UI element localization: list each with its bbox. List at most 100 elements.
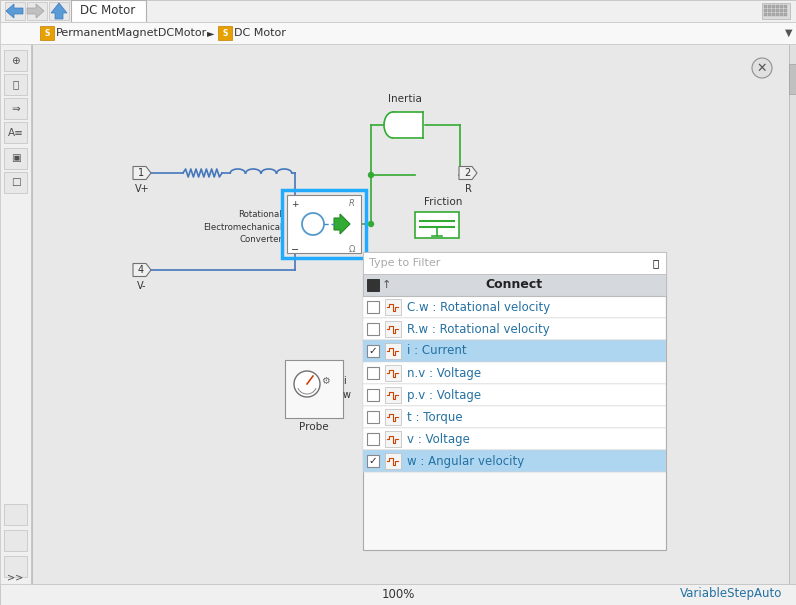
- Bar: [367, 411, 379, 423]
- Bar: [40, 26, 54, 40]
- Text: C.w : Rotational velocity: C.w : Rotational velocity: [407, 301, 550, 313]
- Text: 2: 2: [464, 168, 470, 178]
- Bar: [789, 64, 796, 94]
- Circle shape: [294, 371, 320, 397]
- Bar: [5, 2, 25, 20]
- Bar: [0, 44, 32, 605]
- Text: R: R: [349, 199, 355, 208]
- Bar: [772, 9, 775, 12]
- Text: R.w : Rotational velocity: R.w : Rotational velocity: [407, 322, 550, 336]
- Bar: [4, 122, 27, 143]
- Text: Connect: Connect: [486, 278, 543, 292]
- Bar: [393, 112, 423, 138]
- Bar: [71, 0, 146, 22]
- Bar: [367, 367, 379, 379]
- Text: t : Torque: t : Torque: [407, 411, 462, 423]
- Bar: [367, 389, 379, 401]
- Bar: [762, 3, 790, 19]
- Bar: [363, 274, 666, 296]
- Text: >>: >>: [7, 573, 24, 583]
- Text: 4: 4: [138, 265, 144, 275]
- Bar: [385, 321, 401, 337]
- Text: n.v : Voltage: n.v : Voltage: [407, 367, 481, 379]
- Ellipse shape: [384, 112, 402, 138]
- Bar: [385, 365, 401, 381]
- Bar: [4, 172, 27, 193]
- Circle shape: [752, 58, 772, 78]
- Bar: [0, 22, 796, 44]
- Bar: [218, 26, 232, 40]
- Bar: [367, 433, 379, 445]
- Text: w: w: [343, 390, 351, 400]
- Bar: [764, 13, 767, 16]
- Bar: [385, 299, 401, 315]
- Polygon shape: [133, 264, 151, 276]
- Text: Probe: Probe: [299, 422, 329, 432]
- Circle shape: [369, 172, 373, 177]
- Text: +: +: [291, 200, 298, 209]
- Text: ✕: ✕: [757, 62, 767, 74]
- Text: ⊕: ⊕: [11, 56, 20, 65]
- Bar: [0, 0, 796, 22]
- Circle shape: [369, 221, 373, 226]
- Bar: [776, 9, 779, 12]
- Text: Rotational
Electromechanical
Converter: Rotational Electromechanical Converter: [203, 210, 282, 244]
- Text: DC Motor: DC Motor: [234, 28, 286, 38]
- Bar: [780, 9, 783, 12]
- Bar: [363, 252, 666, 274]
- Bar: [776, 13, 779, 16]
- Bar: [363, 428, 666, 450]
- Bar: [764, 9, 767, 12]
- Bar: [385, 409, 401, 425]
- Text: −: −: [291, 245, 299, 255]
- Text: Ω: Ω: [349, 245, 355, 254]
- Bar: [49, 2, 69, 20]
- Text: ✓: ✓: [369, 346, 377, 356]
- Text: 1: 1: [138, 168, 144, 178]
- Bar: [367, 345, 379, 357]
- Text: □: □: [10, 177, 21, 188]
- Bar: [367, 279, 379, 291]
- Bar: [385, 431, 401, 447]
- Bar: [4, 556, 27, 577]
- Text: ⤢: ⤢: [13, 79, 18, 90]
- Text: A≡: A≡: [8, 128, 23, 137]
- Text: PermanentMagnetDCMotor: PermanentMagnetDCMotor: [56, 28, 207, 38]
- Bar: [385, 387, 401, 403]
- Bar: [772, 13, 775, 16]
- Bar: [784, 9, 787, 12]
- Text: S: S: [45, 28, 49, 38]
- Text: w : Angular velocity: w : Angular velocity: [407, 454, 525, 468]
- Bar: [768, 13, 771, 16]
- Bar: [363, 252, 666, 550]
- Text: R: R: [465, 184, 471, 194]
- Polygon shape: [6, 4, 23, 18]
- Bar: [4, 148, 27, 169]
- Bar: [32, 44, 796, 584]
- Bar: [363, 318, 666, 340]
- Bar: [780, 5, 783, 8]
- Bar: [282, 190, 366, 258]
- Bar: [27, 2, 47, 20]
- Text: VariableStepAuto: VariableStepAuto: [680, 587, 782, 601]
- Bar: [4, 98, 27, 119]
- Bar: [363, 362, 666, 384]
- Text: ✓: ✓: [369, 456, 377, 466]
- Text: Inertia: Inertia: [388, 94, 422, 104]
- Bar: [363, 450, 666, 472]
- Bar: [367, 323, 379, 335]
- Text: Friction: Friction: [424, 197, 462, 207]
- Bar: [768, 9, 771, 12]
- Polygon shape: [133, 166, 151, 180]
- Bar: [4, 504, 27, 525]
- Bar: [363, 340, 666, 362]
- Text: ▼: ▼: [785, 28, 793, 38]
- Polygon shape: [51, 3, 67, 19]
- Bar: [363, 296, 666, 318]
- Bar: [768, 5, 771, 8]
- Text: V+: V+: [135, 184, 150, 194]
- Text: DC Motor: DC Motor: [80, 4, 135, 18]
- Text: V-: V-: [137, 281, 146, 291]
- Circle shape: [302, 213, 324, 235]
- Text: i : Current: i : Current: [407, 344, 466, 358]
